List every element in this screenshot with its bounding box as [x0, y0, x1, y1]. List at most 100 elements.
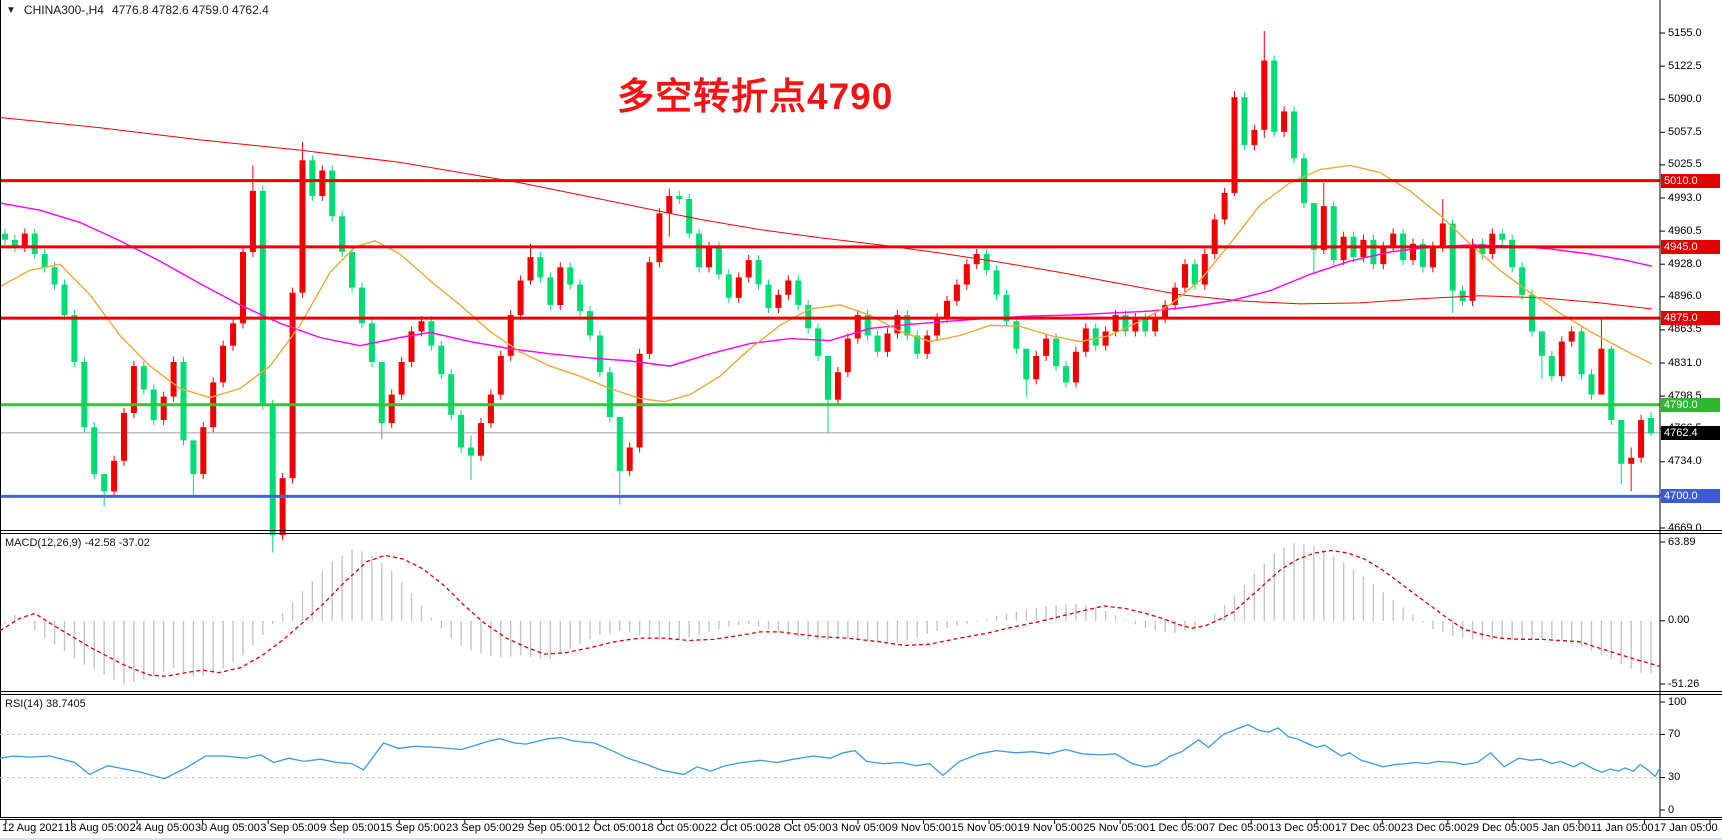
time-axis-label: 12 Aug 2021: [2, 822, 64, 834]
candle-body-up: [1172, 287, 1178, 305]
candle-body-down: [993, 270, 1000, 295]
time-axis-label: 15 Sep 05:00: [380, 822, 446, 834]
candle-body-up: [230, 323, 237, 346]
rsi-tick-label: 70: [1668, 727, 1681, 740]
candle-body-up: [1072, 351, 1079, 383]
time-axis-label: 28 Oct 05:00: [768, 822, 832, 834]
time-axis-label: 25 Nov 05:00: [1083, 822, 1149, 834]
candle-body-up: [894, 315, 901, 334]
collapse-arrow-icon[interactable]: ▼: [6, 4, 16, 16]
candle-body-down: [359, 287, 365, 324]
time-axis-label: 5 Jan 05:00: [1532, 822, 1591, 834]
candle-body-down: [339, 216, 346, 252]
candle-body-up: [200, 427, 207, 475]
candle-body-down: [71, 315, 78, 362]
turning-point-annotation: 多空转折点4790: [617, 76, 894, 117]
candle-body-down: [755, 260, 762, 285]
candle-body-down: [616, 417, 623, 471]
time-axis-label: 12 Oct 05:00: [577, 822, 641, 834]
candle-body-down: [51, 267, 58, 285]
candle-body-down: [309, 160, 316, 196]
candle-body-down: [577, 284, 584, 312]
candle-body-up: [1558, 341, 1565, 377]
macd-tick-label: 0.00: [1668, 614, 1690, 627]
candle-body-down: [587, 311, 593, 336]
candle-body-up: [497, 355, 504, 395]
price-tick-label: 4669.0: [1668, 521, 1702, 534]
candle-body-up: [279, 478, 286, 536]
rsi-tick-label: 100: [1668, 695, 1687, 708]
candle-body-up: [388, 394, 395, 424]
macd-signal-line: [0, 549, 1661, 677]
candle-body-down: [1370, 239, 1377, 265]
time-axis-label: 17 Jan 05:00: [1654, 822, 1718, 834]
time-axis-label: 3 Sep 05:00: [260, 822, 320, 834]
time-axis-label: 9 Nov 05:00: [891, 822, 952, 834]
candle-body-down: [101, 474, 108, 492]
candle-body-down: [825, 355, 831, 400]
ma-mid-magenta: [0, 202, 1653, 367]
candle-body-down: [874, 335, 881, 352]
candle-body-down: [140, 366, 147, 390]
candle-body-down: [765, 284, 772, 308]
macd-histogram: [4, 543, 1652, 685]
rsi-line: [0, 723, 1661, 780]
candle-body-down: [438, 345, 445, 375]
candle-body-up: [1380, 246, 1387, 265]
time-axis-label: 3 Nov 05:00: [831, 822, 892, 834]
candle-body-up: [527, 257, 534, 281]
candle-body-up: [121, 412, 127, 461]
candle-body-up: [130, 366, 137, 413]
time-axis-label: 29 Sep 05:00: [511, 822, 578, 834]
candle-body-down: [547, 277, 554, 305]
candle-body-up: [418, 321, 425, 332]
candle-body-down: [1519, 267, 1526, 295]
rsi-indicator-label: RSI(14) 38.7405: [5, 698, 86, 710]
candle-body-up: [21, 233, 28, 247]
candle-body-up: [398, 362, 405, 395]
ma-fast-orange: [0, 164, 1653, 403]
candle-body-up: [299, 160, 306, 293]
candle-body-down: [864, 315, 871, 336]
candle-body-down: [1310, 203, 1317, 250]
candle-body-up: [289, 292, 296, 479]
candle-body-down: [2, 233, 8, 240]
symbol-period-label: CHINA300-,H4: [23, 3, 104, 17]
candle-body-up: [834, 372, 841, 400]
candle-body-down: [983, 254, 990, 271]
candle-body-down: [596, 335, 603, 373]
candle-body-up: [1132, 318, 1139, 332]
candle-body-up: [944, 300, 950, 319]
candle-body-up: [844, 338, 851, 373]
price-tick-label: 4960.5: [1668, 224, 1702, 237]
candle-body-up: [775, 294, 782, 308]
price-tick-label: 4993.0: [1668, 191, 1702, 204]
candle-body-down: [567, 267, 574, 285]
time-axis[interactable]: 12 Aug 2021 18 Aug 05:00 24 Aug 05:00 30 Au…: [0, 820, 1722, 840]
candle-body-down: [1122, 315, 1129, 332]
candle-body-up: [1152, 318, 1159, 332]
time-axis-label: 22 Oct 05:00: [704, 822, 768, 834]
level-price-badge: 4945.0: [1661, 239, 1720, 254]
candle-body-up: [1628, 457, 1635, 464]
candle-body-down: [1608, 348, 1615, 420]
candle-body-down: [1053, 338, 1060, 367]
candle-body-down: [1191, 264, 1198, 285]
candle-body-up: [220, 345, 227, 383]
candle-body-down: [1449, 223, 1456, 291]
candle-body-up: [1201, 254, 1208, 285]
candle-body-down: [606, 372, 613, 417]
candle-body-down: [61, 284, 68, 316]
time-axis-label: 15 Nov 05:00: [951, 822, 1017, 834]
candle-body-down: [904, 315, 911, 336]
candlestick-series[interactable]: [2, 31, 1654, 553]
candle-body-down: [725, 274, 732, 298]
candle-body-up: [1112, 315, 1119, 332]
candle-body-up: [1231, 97, 1238, 193]
candle-body-up: [1390, 233, 1397, 247]
candle-body-down: [1419, 243, 1426, 268]
candle-body-down: [1529, 294, 1535, 332]
candle-body-down: [1618, 420, 1625, 464]
